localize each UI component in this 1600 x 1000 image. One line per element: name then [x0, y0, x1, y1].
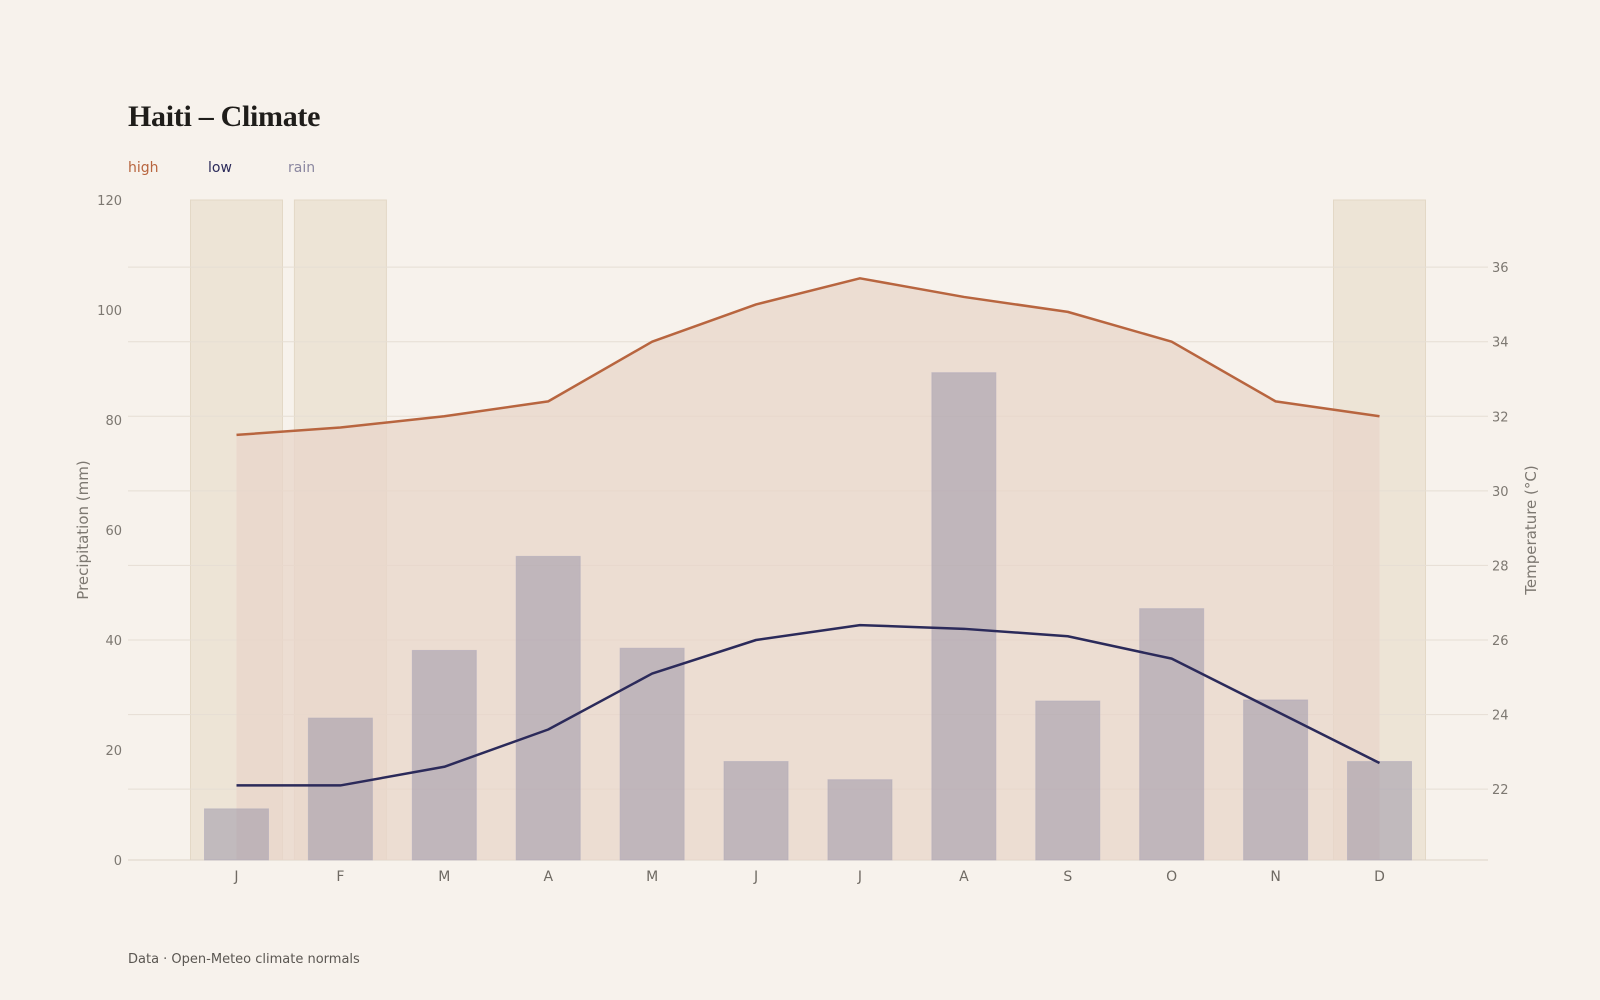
x-tick-label-1: F: [336, 869, 344, 885]
x-tick-label-8: S: [1063, 869, 1072, 885]
left-tick-label-100: 100: [97, 304, 122, 319]
legend-item-rain: rain: [288, 160, 316, 176]
low-line: [236, 623, 1381, 787]
rain-bar-6: [827, 779, 893, 861]
x-tick-label-6: J: [857, 869, 862, 885]
x-tick-label-10: N: [1270, 869, 1280, 885]
left-axis-title: Precipitation (mm): [74, 460, 92, 599]
high-area: [236, 278, 1380, 861]
rain-bar-2: [411, 649, 477, 861]
left-tick-label-20: 20: [105, 744, 122, 759]
x-tick-label-4: M: [646, 869, 658, 885]
right-tick-label-22: 22: [1492, 783, 1509, 798]
x-tick-label-0: J: [233, 869, 238, 885]
left-tick-label-40: 40: [105, 634, 122, 649]
right-axis-title: Temperature (°C): [1522, 465, 1540, 595]
x-tick-label-3: A: [543, 869, 553, 885]
rain-bar-4: [619, 647, 685, 861]
rain-bar-11: [1347, 761, 1412, 861]
right-tick-label-26: 26: [1492, 634, 1509, 649]
x-tick-label-5: J: [753, 869, 758, 885]
rain-bar-9: [1139, 608, 1205, 861]
rain-bar-0: [204, 808, 269, 861]
chart-title: Haiti – Climate: [128, 100, 321, 133]
left-tick-label-80: 80: [105, 414, 122, 429]
left-tick-label-60: 60: [105, 524, 122, 539]
rain-bar-10: [1243, 699, 1309, 861]
rain-bar-1: [307, 717, 373, 861]
right-tick-label-34: 34: [1492, 336, 1509, 351]
rain-bar-5: [723, 761, 789, 861]
x-tick-label-9: O: [1166, 869, 1177, 885]
x-tick-label-2: M: [438, 869, 450, 885]
rain-bar-3: [515, 555, 581, 861]
right-tick-label-28: 28: [1492, 559, 1509, 574]
left-tick-label-120: 120: [97, 194, 122, 209]
left-tick-label-0: 0: [114, 854, 122, 869]
legend-item-high: high: [128, 160, 159, 176]
right-tick-label-32: 32: [1492, 410, 1509, 425]
right-tick-label-36: 36: [1492, 261, 1509, 276]
right-tick-label-24: 24: [1492, 709, 1509, 724]
legend-item-low: low: [208, 160, 232, 176]
high-line: [236, 277, 1380, 437]
rain-bar-8: [1035, 700, 1101, 861]
source-note: Data · Open-Meteo climate normals: [128, 952, 360, 967]
rain-bar-7: [931, 372, 997, 861]
right-tick-label-30: 30: [1492, 485, 1509, 500]
x-tick-label-7: A: [959, 869, 969, 885]
x-tick-label-11: D: [1374, 869, 1385, 885]
